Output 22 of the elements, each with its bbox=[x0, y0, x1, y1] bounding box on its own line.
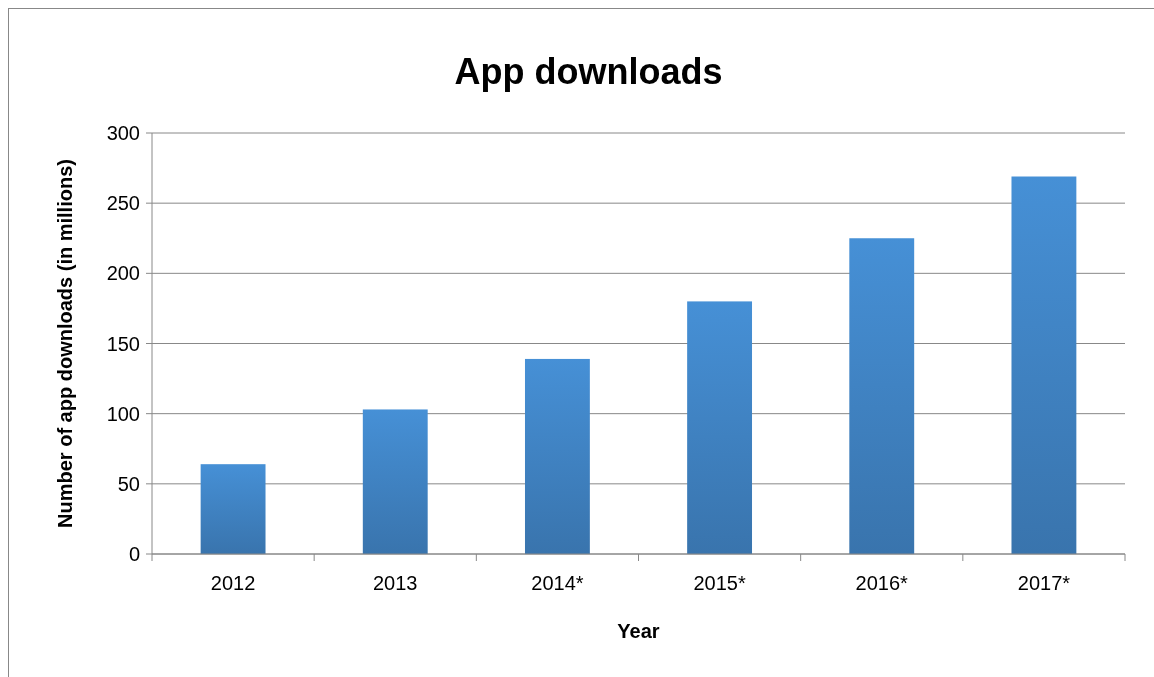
y-tick-label: 150 bbox=[106, 332, 140, 355]
bar bbox=[362, 409, 428, 554]
x-tick-label: 2014* bbox=[531, 572, 584, 594]
bar bbox=[1011, 176, 1077, 554]
x-tick-label: 2017* bbox=[1017, 572, 1071, 594]
bar bbox=[849, 238, 915, 554]
x-tick-label: 2015* bbox=[693, 572, 746, 594]
y-tick-label: 50 bbox=[117, 472, 140, 495]
x-tick-label: 2016* bbox=[855, 572, 909, 594]
chart-title: App downloads bbox=[454, 51, 723, 92]
y-tick-label: 250 bbox=[106, 192, 140, 215]
y-axis-title: Number of app downloads (in millions) bbox=[54, 159, 76, 528]
bar bbox=[200, 464, 266, 554]
y-tick-label: 0 bbox=[128, 543, 140, 565]
x-axis-title: Year bbox=[617, 620, 660, 642]
x-tick-label: 2013 bbox=[373, 572, 418, 594]
y-tick-label: 100 bbox=[106, 402, 140, 425]
y-tick-label: 200 bbox=[106, 262, 140, 285]
y-tick-label: 300 bbox=[106, 122, 140, 144]
x-tick-label: 2012 bbox=[210, 572, 256, 594]
bar bbox=[524, 358, 590, 554]
bar bbox=[687, 301, 753, 554]
